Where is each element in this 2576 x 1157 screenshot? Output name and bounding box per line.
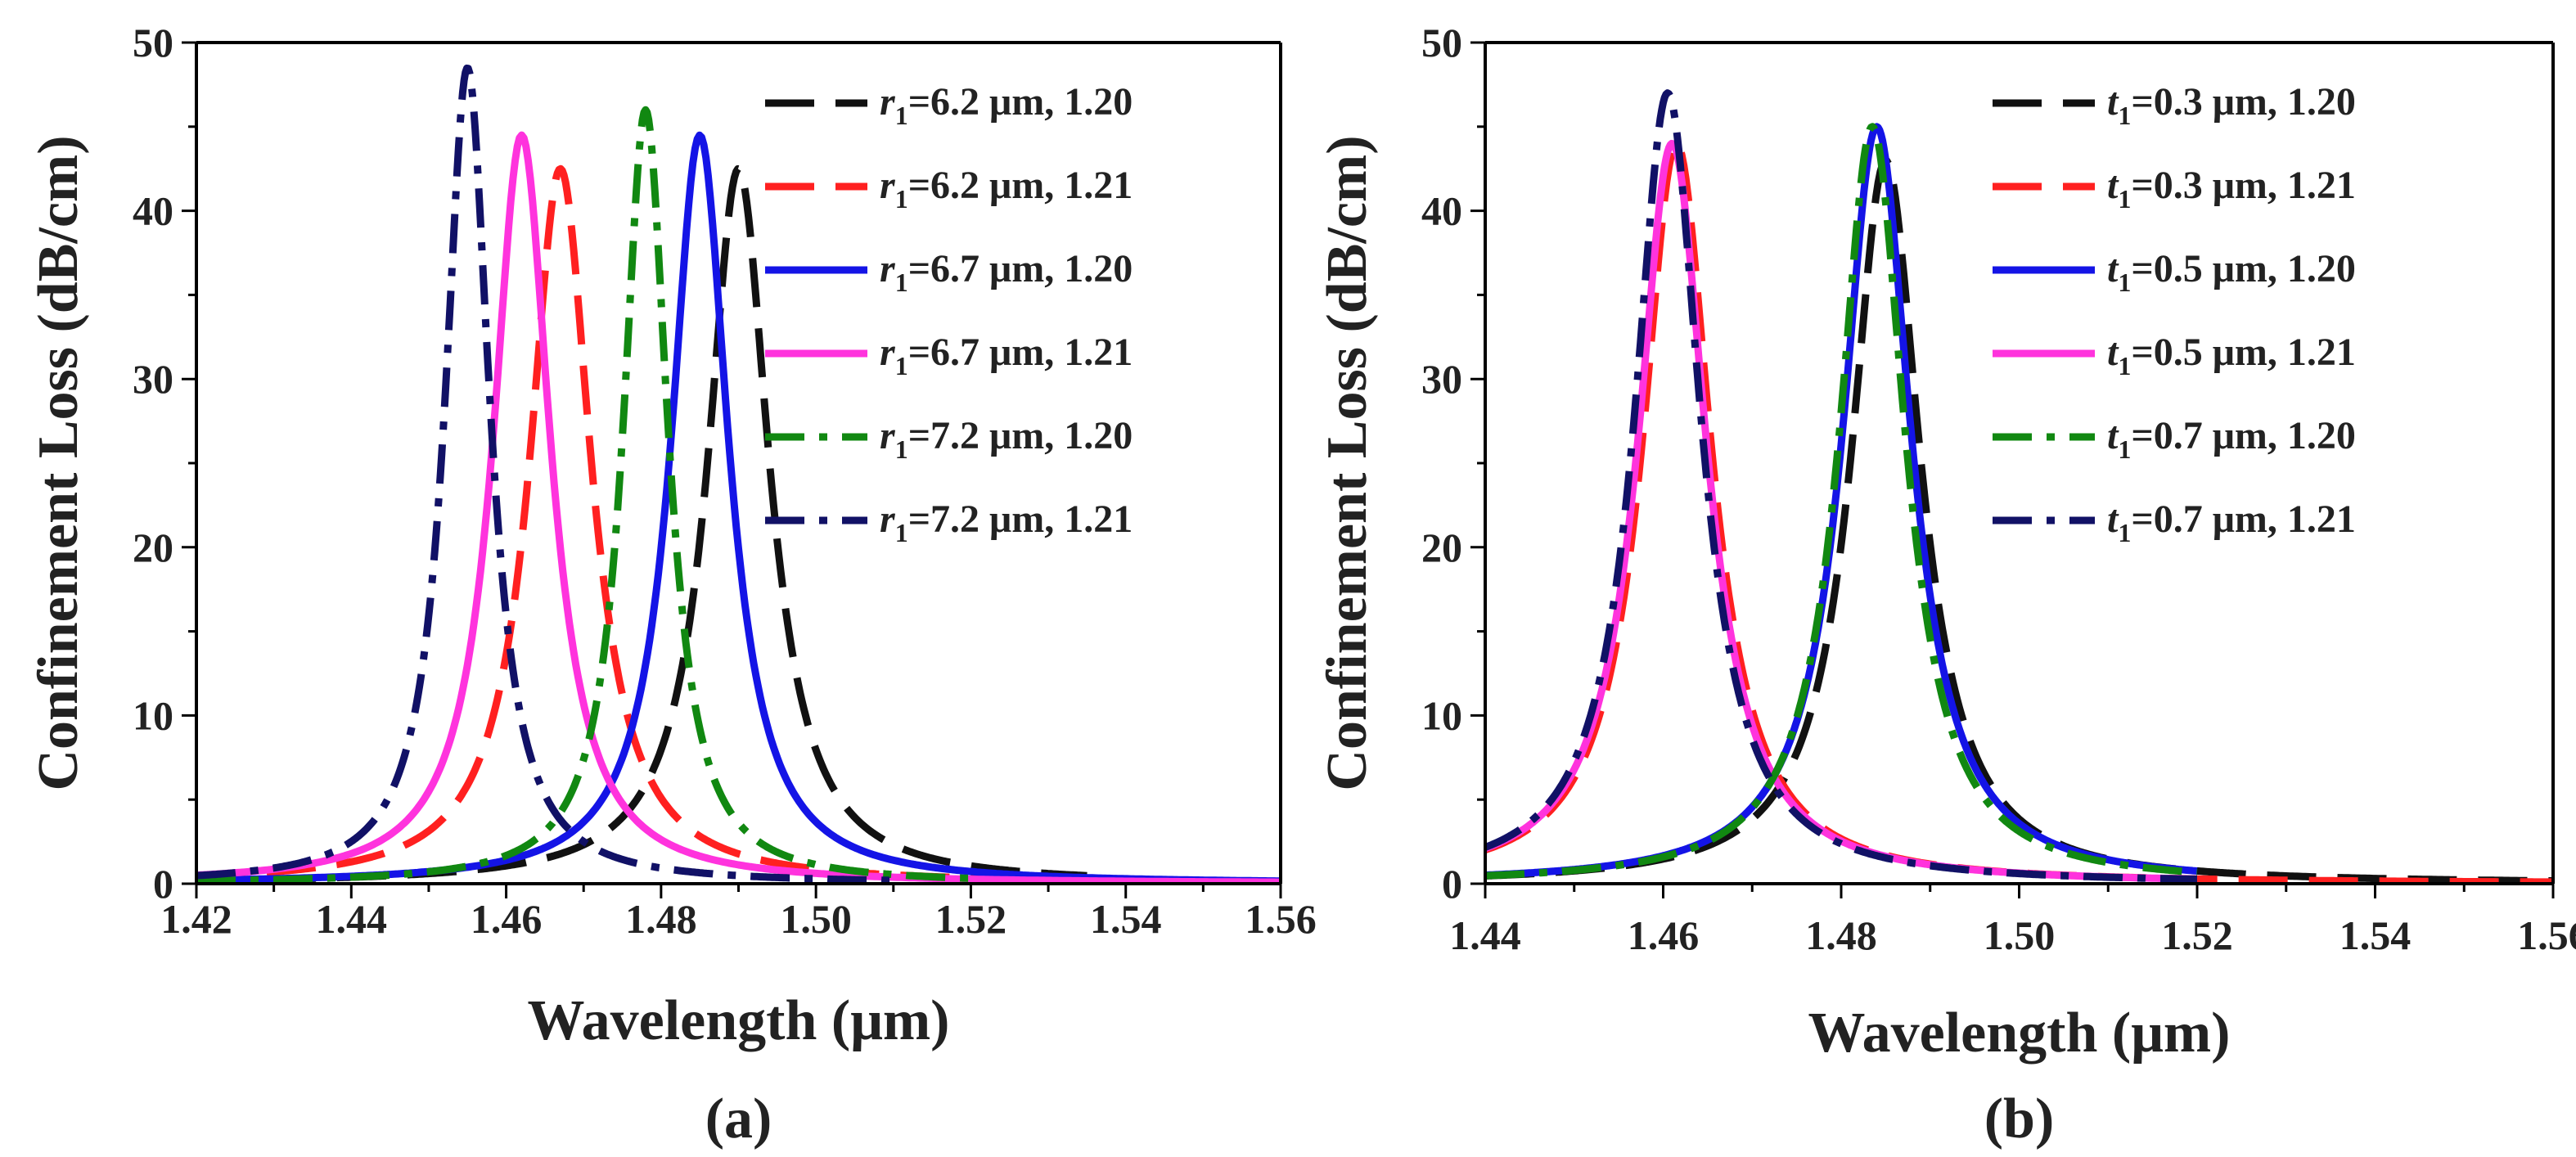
x-tick-label: 1.50 [1984,912,2056,958]
x-tick-label: 1.54 [2340,912,2412,958]
legend-subscript: 1 [2118,101,2131,130]
legend-entry-1: t1=0.3 μm, 1.20 [2107,80,2356,130]
legend-label: =6.7 μm, 1.20 [908,247,1133,290]
legend-entry-3: t1=0.5 μm, 1.20 [2107,247,2356,297]
legend-label: =7.2 μm, 1.20 [908,414,1133,457]
legend-entry-5: r1=7.2 μm, 1.20 [880,414,1133,464]
legend-entry-4: t1=0.5 μm, 1.21 [2107,331,2356,380]
y-tick-label: 20 [1421,524,1462,570]
legend-subscript: 1 [895,101,908,130]
legend-entry-6: t1=0.7 μm, 1.21 [2107,497,2356,547]
legend-label: =6.7 μm, 1.21 [908,331,1133,374]
legend-entry-2: t1=0.3 μm, 1.21 [2107,164,2356,214]
legend-subscript: 1 [895,184,908,214]
y-tick-label: 30 [1421,356,1462,402]
legend-entry-5: t1=0.7 μm, 1.20 [2107,414,2356,464]
y-tick-label: 20 [133,524,173,570]
legend-subscript: 1 [895,268,908,297]
legend-subscript: 1 [2118,184,2131,214]
legend-subscript: 1 [2118,268,2131,297]
y-tick-label: 0 [1442,861,1462,907]
legend-label: =6.2 μm, 1.20 [908,80,1133,124]
x-tick-label: 1.44 [1449,912,1521,958]
legend-entry-4: r1=6.7 μm, 1.21 [880,331,1133,380]
x-axis-title: Wavelength (μm) [1808,1002,2230,1065]
legend-label: =0.7 μm, 1.20 [2131,414,2356,457]
series-group [196,64,1281,884]
series-line-b-5 [1485,123,2200,880]
series-line-b-3 [1485,123,2200,880]
series-line-a-4 [196,131,1281,884]
legend-label: =0.3 μm, 1.20 [2131,80,2356,124]
panel-label: (a) [705,1087,772,1150]
x-tick-label: 1.44 [316,896,388,942]
y-tick-label: 50 [1421,20,1462,65]
y-tick-label: 10 [133,692,173,738]
y-tick-label: 0 [153,861,173,907]
legend-subscript: 1 [895,351,908,380]
x-tick-label: 1.48 [625,896,697,942]
x-tick-label: 1.56 [1245,896,1317,942]
legend-subscript: 1 [2118,351,2131,380]
legend-subscript: 1 [2118,518,2131,547]
y-tick-label: 40 [1421,188,1462,234]
panel-label: (b) [1984,1087,2055,1150]
legend-var: t [2107,247,2119,290]
legend-subscript: 1 [895,518,908,547]
chart-panel-a: 1.42 1.44 1.46 1.48 1.50 1.52 1.54 1.56 0 10 20 30 4… [27,20,1317,1150]
x-tick-label: 1.50 [780,896,852,942]
legend-var: r [880,497,896,541]
x-axis-title: Wavelength (μm) [527,989,949,1052]
legend-var: r [880,414,896,457]
legend-entry-1: r1=6.2 μm, 1.20 [880,80,1133,130]
x-tick-label: 1.46 [1628,912,1700,958]
y-axis-title: Confinement Loss (dB/cm) [1316,135,1379,790]
legend-var: t [2107,80,2119,124]
legend-entry-3: r1=6.7 μm, 1.20 [880,247,1133,297]
chart-panel-b: 1.44 1.46 1.48 1.50 1.52 1.54 1.56 0 10 20 30 40 50 W… [1316,20,2576,1150]
y-axis-title: Confinement Loss (dB/cm) [27,135,90,790]
legend-var: r [880,80,896,124]
legend-label: =0.7 μm, 1.21 [2131,497,2356,541]
legend-var: r [880,331,896,374]
legend-var: t [2107,164,2119,207]
legend-var: r [880,164,896,207]
x-tick-label: 1.48 [1805,912,1877,958]
y-tick-label: 30 [133,356,173,402]
legend-var: t [2107,331,2119,374]
legend-label: =0.5 μm, 1.20 [2131,247,2356,290]
x-tick-label: 1.42 [160,896,232,942]
x-tick-label: 1.54 [1090,896,1162,942]
legend-var: t [2107,414,2119,457]
series-line-b-6 [1485,89,2200,883]
legend-entry-6: r1=7.2 μm, 1.21 [880,497,1133,547]
legend-label: =0.3 μm, 1.21 [2131,164,2356,207]
legend-var: t [2107,497,2119,541]
y-tick-label: 10 [1421,692,1462,738]
legend-subscript: 1 [895,434,908,464]
series-line-a-5 [196,106,973,884]
legend-var: r [880,247,896,290]
x-tick-label: 1.52 [935,896,1007,942]
legend-entry-2: r1=6.2 μm, 1.21 [880,164,1133,214]
x-tick-label: 1.46 [471,896,543,942]
legend-label: =6.2 μm, 1.21 [908,164,1133,207]
series-line-b-4 [1485,139,2200,883]
y-tick-label: 40 [133,188,173,234]
x-tick-label: 1.56 [2517,912,2576,958]
series-line-a-6 [196,64,896,884]
legend-subscript: 1 [2118,434,2131,464]
x-tick-label: 1.52 [2161,912,2233,958]
series-group [1485,89,2553,884]
legend-label: =7.2 μm, 1.21 [908,497,1133,541]
y-tick-label: 50 [133,20,173,65]
legend-label: =0.5 μm, 1.21 [2131,331,2356,374]
